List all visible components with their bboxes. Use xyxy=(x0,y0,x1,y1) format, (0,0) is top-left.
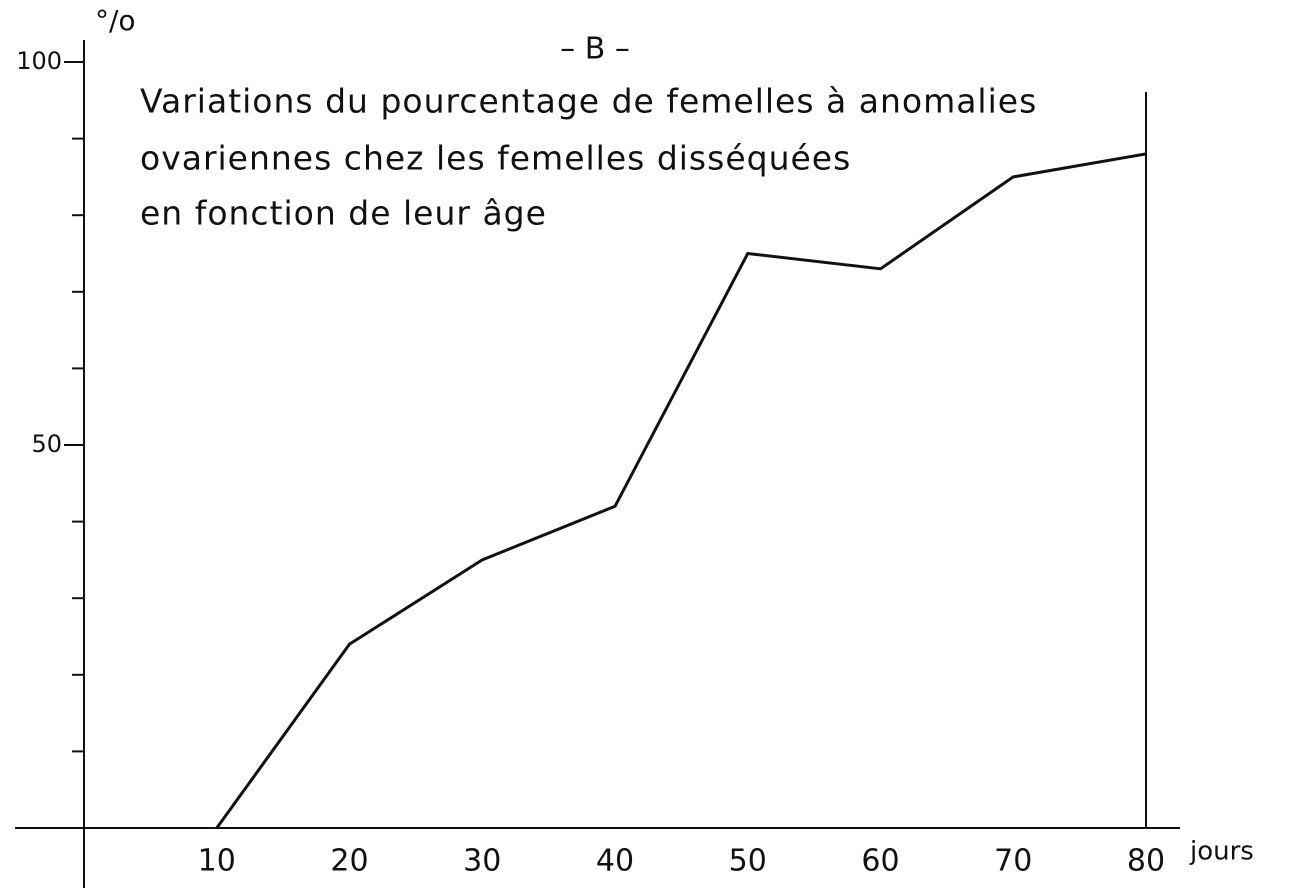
chart-title: – B – xyxy=(560,32,630,67)
x-tick-label: 20 xyxy=(330,844,368,879)
annotation-line: en fonction de leur âge xyxy=(140,194,547,233)
x-tick-label: 80 xyxy=(1127,844,1165,879)
x-tick-label: 40 xyxy=(596,844,634,879)
x-tick-label: 30 xyxy=(463,844,501,879)
x-tick-label: 50 xyxy=(729,844,767,879)
annotation-line: Variations du pourcentage de femelles à … xyxy=(140,82,1037,121)
y-axis-label: °/o xyxy=(95,4,136,37)
data-line xyxy=(215,152,1147,829)
x-tick-label: 10 xyxy=(198,844,236,879)
x-tick-label: 70 xyxy=(994,844,1032,879)
y-tick-label: 50 xyxy=(31,430,62,458)
annotation-line: ovariennes chez les femelles disséquées xyxy=(140,139,851,178)
x-axis-label: jours xyxy=(1189,837,1254,867)
y-tick-label: 100 xyxy=(16,47,62,75)
x-tick-label: 60 xyxy=(861,844,899,879)
